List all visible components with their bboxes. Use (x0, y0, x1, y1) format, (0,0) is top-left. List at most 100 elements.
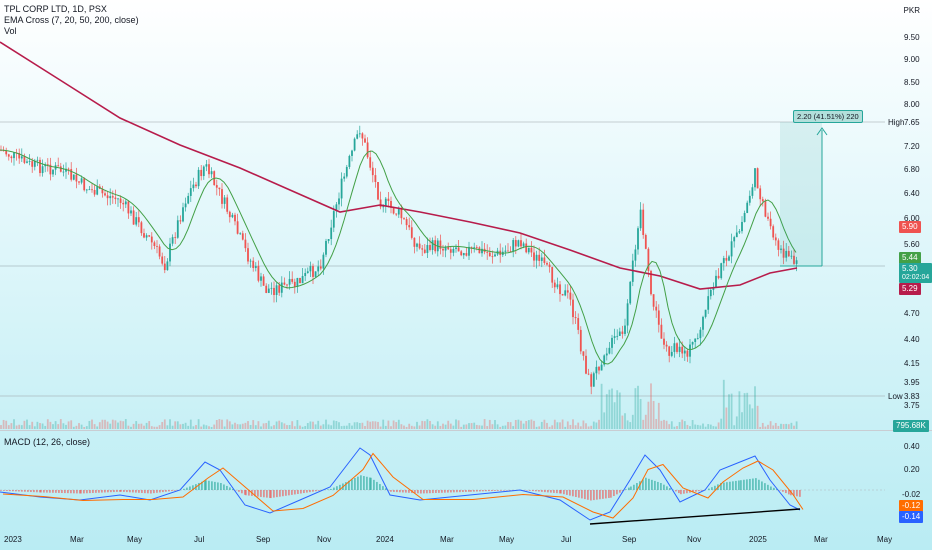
volume-bar (327, 424, 330, 429)
candle-body (210, 171, 213, 175)
macd-legend[interactable]: MACD (12, 26, close) (4, 437, 91, 447)
volume-bar (377, 421, 379, 429)
volume-bar (738, 391, 741, 429)
macd-histogram-bar (526, 490, 528, 491)
candle-body (756, 168, 759, 189)
macd-histogram-bar (485, 490, 487, 492)
volume-bar (288, 425, 291, 429)
volume-legend[interactable]: Vol (4, 26, 17, 36)
macd-histogram-bar (630, 486, 632, 490)
candle-body (751, 187, 754, 196)
macd-histogram-bar (711, 487, 713, 490)
volume-bar (663, 419, 665, 429)
candle-body (540, 257, 543, 261)
volume-bar (780, 423, 782, 429)
candle-body (252, 260, 255, 269)
pane-separator[interactable] (0, 430, 932, 431)
volume-bar (735, 416, 738, 429)
macd-histogram-bar (33, 490, 35, 493)
macd-histogram-bar (174, 490, 176, 491)
volume-bar (605, 394, 608, 429)
volume-bar (205, 425, 208, 429)
candle-body (270, 287, 273, 289)
candle-body (444, 246, 447, 251)
volume-bar (200, 426, 203, 429)
price-candles[interactable] (0, 125, 798, 395)
volume-bar (712, 426, 715, 429)
candle-body (790, 255, 793, 257)
macd-histogram-bar (726, 482, 728, 490)
volume-bar (486, 426, 489, 429)
candle-body (725, 258, 728, 261)
macd-histogram-bar (116, 490, 118, 492)
candle-body (569, 292, 572, 300)
candle-body (553, 282, 556, 288)
candle-body (709, 289, 712, 297)
macd-histogram-bar (529, 490, 531, 491)
candle-body (561, 294, 564, 296)
macd-histogram-bar (468, 490, 470, 492)
price-level-lines (0, 121, 885, 491)
symbol-legend[interactable]: TPL CORP LTD, 1D, PSX (4, 4, 107, 14)
macd-histogram-bar (651, 479, 653, 490)
macd-histogram-bar (101, 490, 103, 493)
macd-histogram-bar (587, 490, 589, 500)
measure-tool[interactable] (780, 122, 828, 267)
candle-body (26, 161, 28, 163)
volume-bar (743, 393, 746, 429)
volume-bar (143, 425, 145, 429)
macd-histogram-bar (610, 490, 612, 498)
volume-bar (397, 419, 400, 429)
volume-bar (582, 420, 585, 429)
volume-bar (275, 421, 278, 429)
macd-histogram-bar (494, 490, 496, 491)
macd-histogram-bar (254, 490, 256, 497)
low-value: 3.83 (904, 392, 920, 401)
macd-histogram-bar (663, 484, 665, 490)
macd-histogram-bar (205, 480, 207, 490)
volume-bar (728, 394, 730, 429)
candle-body (429, 245, 431, 250)
volume-bar (423, 421, 426, 429)
candle-body (691, 342, 694, 345)
volume-bar (33, 426, 36, 429)
volume-bar (543, 419, 546, 429)
candle-body (254, 266, 257, 269)
macd-histogram-bar (70, 490, 72, 494)
volume-bar (195, 425, 197, 429)
volume-bar (535, 426, 538, 429)
volume-bar (218, 419, 221, 429)
candle-body (130, 210, 132, 214)
candle-body (374, 175, 377, 182)
candle-body (400, 208, 403, 219)
macd-histogram-bar (729, 481, 731, 490)
candle-body (286, 284, 288, 286)
ema-legend[interactable]: EMA Cross (7, 20, 50, 200, close) (4, 15, 139, 25)
measure-label[interactable]: 2.20 (41.51%) 220 (793, 110, 863, 123)
candle-body (494, 254, 496, 257)
volume-bar (540, 421, 543, 429)
volume-bar (208, 426, 210, 429)
macd-histogram-bar (217, 482, 219, 490)
volume-bar (46, 419, 49, 429)
candle-body (111, 196, 114, 198)
macd-histogram-bar (339, 484, 341, 490)
candle-body (517, 240, 520, 247)
volume-bar (187, 425, 190, 429)
volume-bar (226, 419, 229, 429)
volume-bar (722, 379, 725, 429)
macd-histogram-bar (189, 486, 191, 490)
candle-body (413, 237, 416, 247)
candle-body (241, 233, 244, 240)
volume-bar (764, 426, 767, 429)
candle-body (70, 169, 73, 180)
macd-histogram-bar (266, 490, 268, 498)
divergence-trendline[interactable] (589, 508, 801, 525)
macd-histogram-bar (370, 477, 372, 490)
currency-label[interactable]: PKR (903, 6, 920, 15)
candle-body (174, 237, 177, 238)
candle-body (546, 262, 548, 265)
candle-body (369, 157, 372, 168)
macd-histogram-bar (414, 490, 416, 494)
